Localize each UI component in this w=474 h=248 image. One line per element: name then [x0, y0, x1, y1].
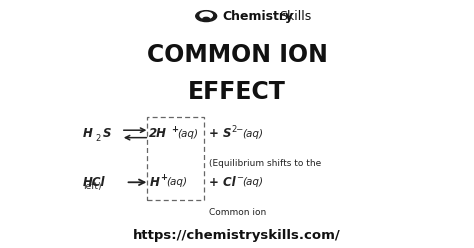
Text: left): left) [83, 182, 101, 190]
Text: COMMON ION: COMMON ION [146, 43, 328, 66]
Text: + Cl: + Cl [209, 176, 235, 189]
Text: (aq): (aq) [177, 129, 198, 139]
Text: H: H [149, 176, 159, 189]
Text: 2−: 2− [231, 125, 244, 134]
Text: https://chemistryskills.com/: https://chemistryskills.com/ [133, 229, 341, 242]
Text: 2: 2 [96, 134, 101, 143]
Bar [147, 117, 204, 200]
Text: (Equilibrium shifts to the: (Equilibrium shifts to the [209, 159, 321, 168]
Text: (aq): (aq) [243, 129, 264, 139]
Circle shape [203, 17, 210, 21]
Text: + S: + S [209, 127, 231, 140]
Text: H: H [83, 127, 93, 140]
Text: HCl: HCl [83, 176, 105, 189]
Text: −: − [236, 173, 243, 182]
Circle shape [196, 11, 217, 22]
Text: Skills: Skills [279, 10, 311, 23]
Text: (aq): (aq) [166, 177, 187, 187]
Text: EFFECT: EFFECT [188, 80, 286, 104]
Text: (aq): (aq) [243, 177, 264, 187]
Text: Common ion: Common ion [209, 208, 266, 217]
Text: Chemistry: Chemistry [223, 10, 294, 23]
Text: +: + [171, 125, 178, 134]
Circle shape [200, 12, 212, 19]
Text: +: + [160, 173, 167, 182]
Text: S: S [102, 127, 111, 140]
Text: 2H: 2H [149, 127, 167, 140]
